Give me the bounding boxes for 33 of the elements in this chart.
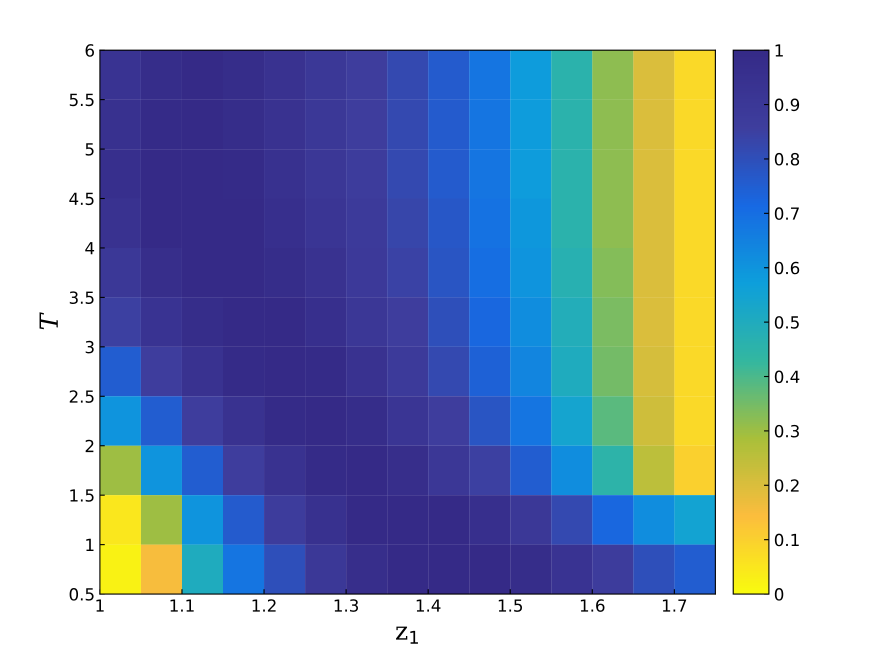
y-tick-label: 3.5 xyxy=(70,291,94,304)
color-bar-label: 0.3 xyxy=(774,424,799,438)
color-bar-label: 0.7 xyxy=(774,207,799,220)
color-bar-label: 0.9 xyxy=(774,98,800,112)
color-bar-label: 0.2 xyxy=(774,479,799,492)
x-tick-label: 1.1 xyxy=(170,599,194,612)
y-tick-label: 1.5 xyxy=(70,489,94,502)
y-tick-label: 5.5 xyxy=(70,94,94,106)
y-tick-label: 5 xyxy=(86,143,94,156)
x-tick-label: 1 xyxy=(96,599,104,612)
x-tick-label: 1.6 xyxy=(580,599,604,612)
color-bar-label: 1 xyxy=(776,44,783,57)
color-bar-label: 0.8 xyxy=(774,152,800,166)
x-tick-label: 1.4 xyxy=(416,599,440,612)
color-bar-label: 0.5 xyxy=(774,316,799,329)
y-tick-label: 4 xyxy=(85,242,94,254)
x-tick-label: 1.2 xyxy=(252,599,276,612)
x-tick-label: 1.3 xyxy=(334,599,358,612)
y-axis-title: T xyxy=(40,312,58,330)
color-bar-label: 0.6 xyxy=(774,262,800,274)
y-tick-label: 6 xyxy=(86,44,94,57)
y-tick-label: 0.5 xyxy=(70,588,94,601)
y-tick-label: 2.5 xyxy=(70,390,94,403)
x-tick-label: 1.5 xyxy=(498,599,522,612)
x-axis-title: z$_{1}$ xyxy=(396,626,418,644)
x-tick-label: 1.7 xyxy=(662,599,686,612)
color-bar-label: 0.4 xyxy=(774,370,800,384)
y-tick-label: 4.5 xyxy=(69,192,94,206)
y-tick-label: 3 xyxy=(86,340,94,354)
y-tick-label: 1 xyxy=(86,538,94,551)
y-tick-label: 2 xyxy=(86,440,94,452)
color-bar-label: 0 xyxy=(774,588,784,601)
color-bar-label: 0.1 xyxy=(774,534,799,546)
